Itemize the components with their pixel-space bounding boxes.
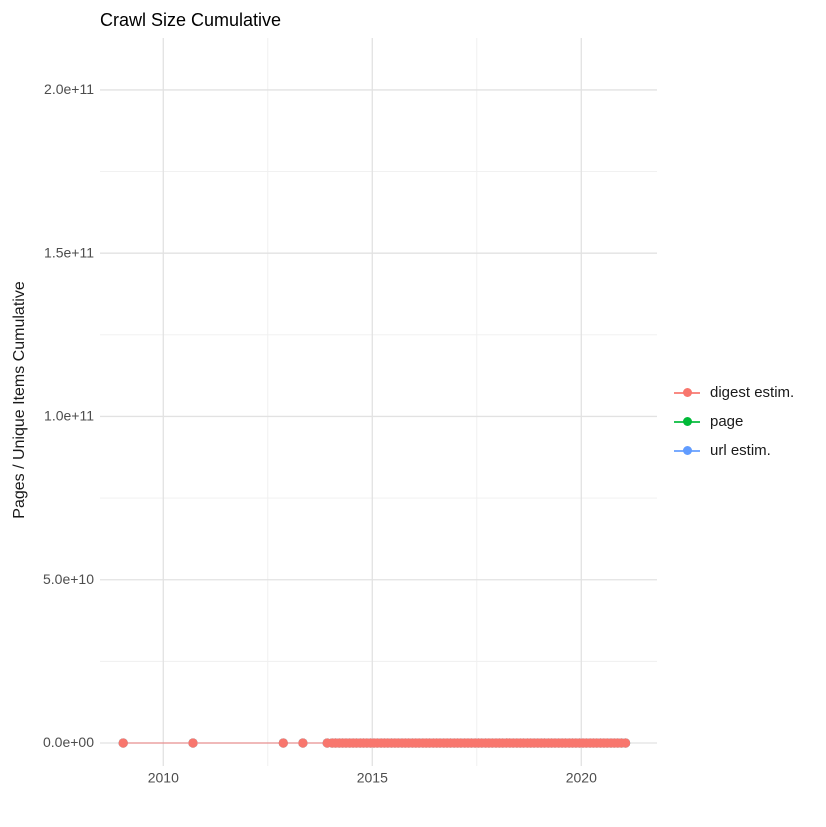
y-axis-tick-label: 1.0e+11 [44, 408, 94, 424]
legend-item-page: page [674, 407, 794, 436]
y-axis-title: Pages / Unique Items Cumulative [11, 281, 28, 519]
legend-item-url-estim-: url estim. [674, 436, 794, 465]
legend-key-icon [674, 388, 700, 398]
legend-label: page [710, 413, 744, 430]
legend-item-digest-estim-: digest estim. [674, 378, 794, 407]
chart-title: Crawl Size Cumulative [100, 10, 282, 30]
data-point-digest-estim- [621, 738, 631, 748]
y-axis-tick-label: 1.5e+11 [44, 244, 94, 260]
data-point-digest-estim- [298, 738, 308, 748]
x-axis-tick-label: 2020 [566, 770, 597, 786]
y-axis-tick-label: 5.0e+10 [43, 571, 94, 587]
legend-label: url estim. [710, 442, 771, 459]
legend-label: digest estim. [710, 384, 795, 401]
data-point-digest-estim- [118, 738, 128, 748]
legend-key-icon [674, 417, 700, 427]
y-axis-tick-label: 0.0e+00 [43, 734, 94, 750]
legend-key-icon [674, 446, 700, 456]
data-point-digest-estim- [278, 738, 288, 748]
data-point-digest-estim- [188, 738, 198, 748]
y-axis-tick-label: 2.0e+11 [44, 81, 94, 97]
x-axis-tick-label: 2015 [357, 770, 388, 786]
x-axis-tick-label: 2010 [148, 770, 179, 786]
legend: digest estim. page url estim. [674, 378, 794, 465]
